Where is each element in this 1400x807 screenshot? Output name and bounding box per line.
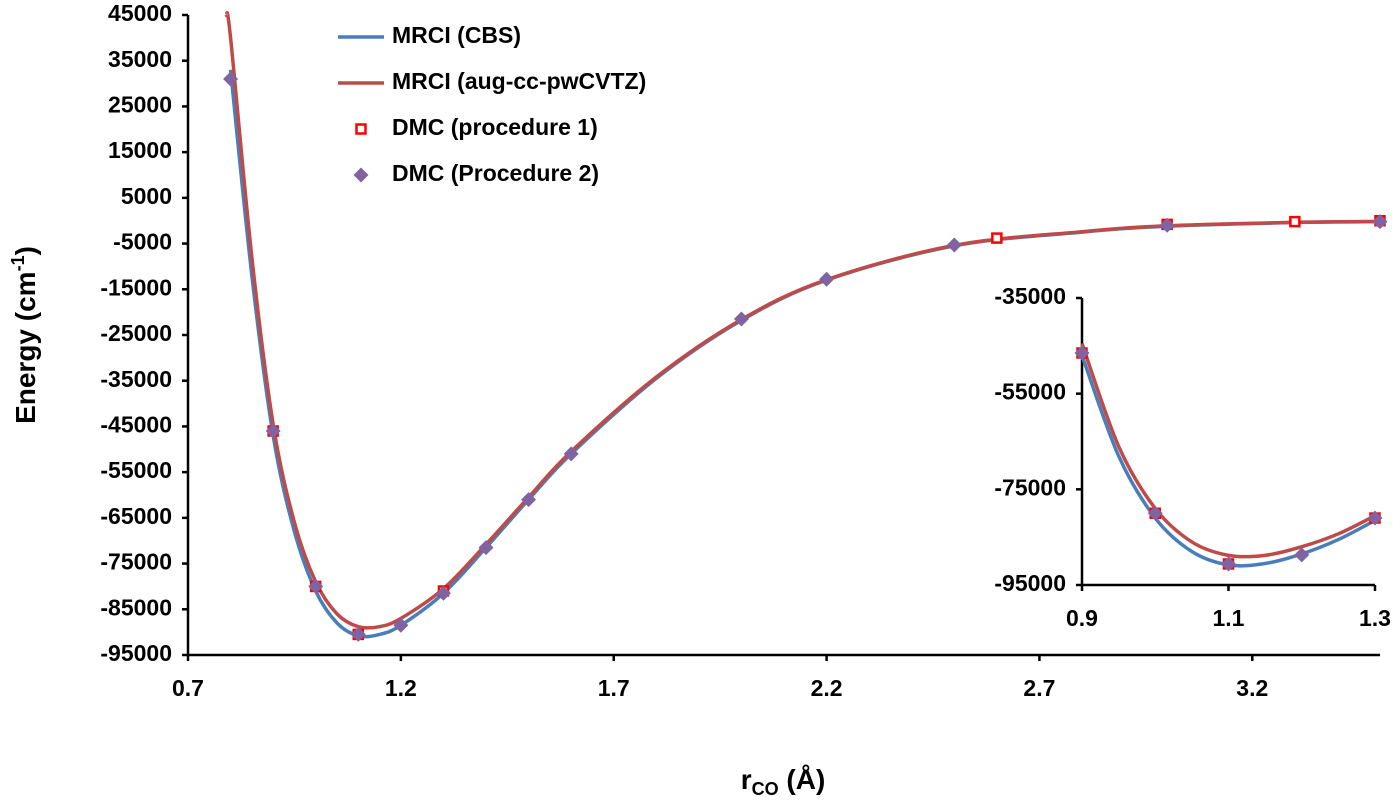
y-tick-label: 25000 <box>108 92 172 118</box>
x-label-main: r <box>741 764 752 795</box>
x-axis-label: rCO (Å) <box>741 764 826 798</box>
y-tick-label: -65000 <box>100 503 172 529</box>
diamond-marker <box>350 626 366 642</box>
diamond-marker <box>946 237 962 253</box>
y-tick-label: -35000 <box>994 283 1066 309</box>
y-tick-label: -45000 <box>100 412 172 438</box>
legend-label: MRCI (CBS) <box>392 22 521 48</box>
y-tick-label: -95000 <box>100 640 172 666</box>
legend-swatch <box>353 167 369 183</box>
y-tick-label: -75000 <box>100 549 172 575</box>
legend-swatch <box>355 123 367 135</box>
y-tick-label: 15000 <box>108 137 172 163</box>
plot-area <box>223 11 1388 642</box>
y-tick-label: -5000 <box>113 229 172 255</box>
y-axis-label: Energy (cm-1) <box>8 246 42 424</box>
y-label-tail: ) <box>10 246 41 255</box>
y-tick-label: -55000 <box>994 379 1066 405</box>
diamond-marker <box>819 271 835 287</box>
x-tick-label: 1.7 <box>598 675 630 701</box>
x-label-tail: (Å) <box>779 764 826 795</box>
x-tick-label: 1.3 <box>1359 605 1391 631</box>
y-tick-label: -95000 <box>994 570 1066 596</box>
diamond-marker <box>393 617 409 633</box>
diamond-marker <box>521 492 537 508</box>
x-tick-label: 2.2 <box>811 675 843 701</box>
legend-label: DMC (Procedure 2) <box>392 160 599 186</box>
y-tick-label: 45000 <box>108 0 172 26</box>
diamond-marker <box>1367 510 1383 526</box>
x-tick-label: 1.1 <box>1213 605 1245 631</box>
diamond-marker <box>1074 345 1090 361</box>
diamond-marker <box>563 446 579 462</box>
diamond-marker <box>733 311 749 327</box>
line-series <box>1080 342 1376 559</box>
diamond-marker <box>265 423 281 439</box>
x-tick-label: 0.7 <box>172 675 204 701</box>
legend-label: DMC (procedure 1) <box>392 114 598 140</box>
y-tick-label: -25000 <box>100 320 172 346</box>
diamond-marker <box>1147 505 1163 521</box>
diamond-marker <box>308 578 324 594</box>
square-marker <box>1289 215 1301 228</box>
y-tick-label: -15000 <box>100 274 172 300</box>
y-tick-label: -55000 <box>100 457 172 483</box>
diamond-marker <box>1372 214 1388 230</box>
diamond-marker <box>1159 217 1175 233</box>
legend-label: MRCI (aug-cc-pwCVTZ) <box>392 68 646 94</box>
diamond-marker <box>223 71 239 87</box>
diamond-marker <box>478 540 494 556</box>
y-tick-label: 35000 <box>108 46 172 72</box>
x-tick-label: 2.7 <box>1023 675 1055 701</box>
y-tick-label: -85000 <box>100 594 172 620</box>
x-label-sub: CO <box>752 779 779 799</box>
line-series <box>228 69 1381 639</box>
line-series <box>224 11 1381 630</box>
square-marker <box>991 232 1003 244</box>
plot-area <box>1074 342 1383 572</box>
diamond-marker <box>1294 547 1310 563</box>
y-label-main: Energy (cm <box>10 271 41 424</box>
diamond-marker <box>1221 556 1236 572</box>
x-tick-label: 0.9 <box>1066 605 1098 631</box>
y-tick-label: -35000 <box>100 366 172 392</box>
x-tick-label: 3.2 <box>1236 675 1268 701</box>
y-tick-label: -75000 <box>994 474 1066 500</box>
y-tick-label: 5000 <box>121 183 172 209</box>
diamond-marker <box>435 585 451 601</box>
x-tick-label: 1.2 <box>385 675 417 701</box>
y-label-sup: -1 <box>8 255 28 271</box>
